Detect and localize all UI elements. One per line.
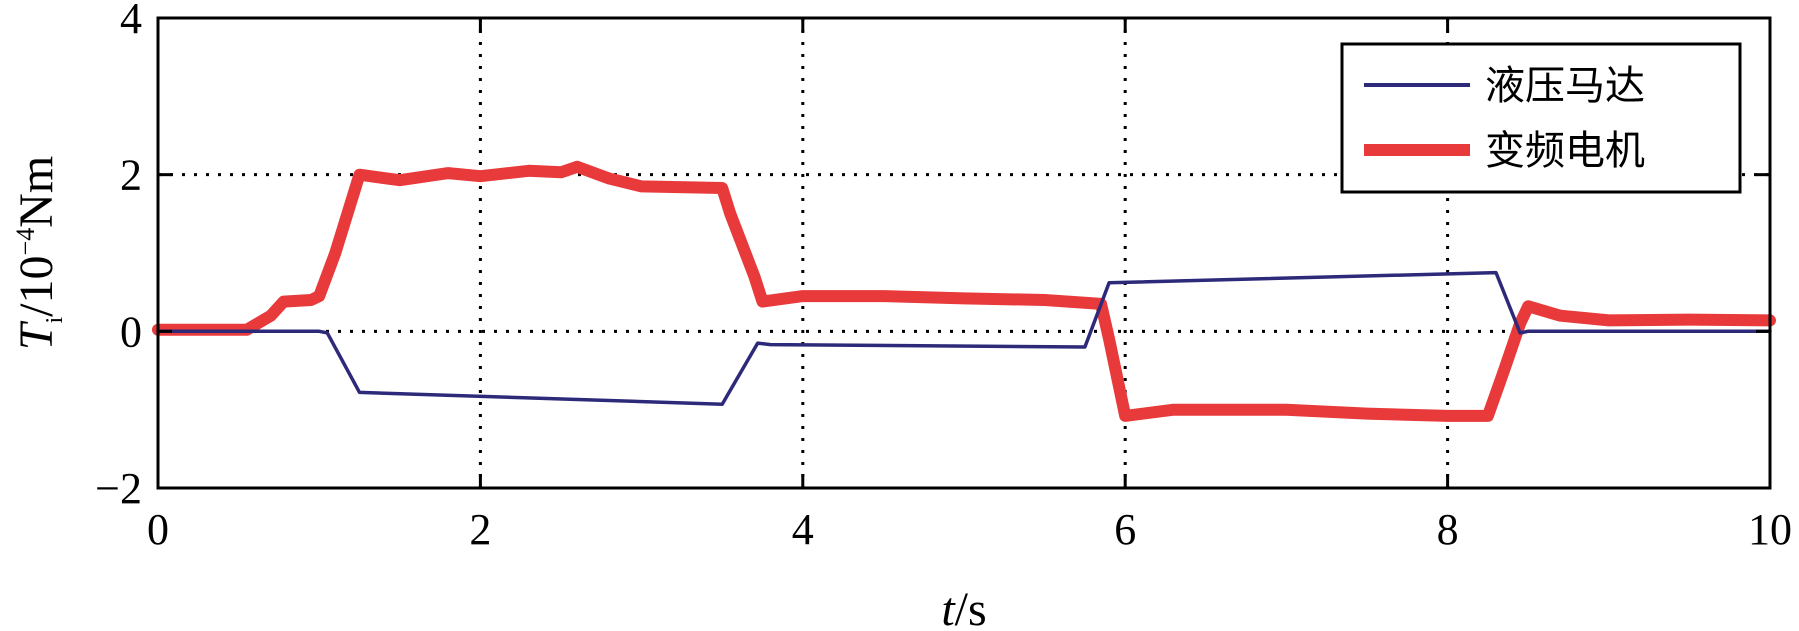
x-axis-label-unit: /s xyxy=(955,583,987,631)
y-axis-label-scale: /10 xyxy=(10,255,63,316)
x-tick-label: 2 xyxy=(469,505,491,554)
y-axis-label-subscript: i xyxy=(42,316,68,323)
y-axis-label-var: T xyxy=(10,320,63,350)
legend: 液压马达 变频电机 xyxy=(1340,42,1742,194)
x-tick-label: 6 xyxy=(1114,505,1136,554)
x-axis-label-var: t xyxy=(941,583,956,631)
x-tick-label: 8 xyxy=(1437,505,1459,554)
legend-label-hydraulic-motor: 液压马达 xyxy=(1485,63,1645,109)
series-line-vfd-motor xyxy=(152,160,1776,422)
y-axis-label-unit: Nm xyxy=(10,156,63,228)
plot-area-frame xyxy=(156,16,1772,490)
y-axis-label-exponent: −4 xyxy=(11,228,40,256)
x-tick-label: 10 xyxy=(1748,505,1792,554)
y-tick-label: −2 xyxy=(95,464,142,513)
y-tick-label: 0 xyxy=(120,307,142,356)
legend-label-vfd-motor: 变频电机 xyxy=(1485,128,1645,174)
x-tick-label: 4 xyxy=(792,505,814,554)
x-axis-label: t/s xyxy=(941,583,986,631)
y-tick-label: 2 xyxy=(120,151,142,200)
series-layer xyxy=(152,160,1776,422)
grid-lines xyxy=(158,18,1770,488)
tick-marks xyxy=(156,16,1772,490)
y-axis-label: Ti/10−4Nm xyxy=(10,156,68,350)
y-tick-label: 4 xyxy=(120,0,142,43)
series-line-hydraulic-motor xyxy=(156,270,1772,406)
legend-box xyxy=(1340,42,1742,194)
x-tick-label: 0 xyxy=(147,505,169,554)
